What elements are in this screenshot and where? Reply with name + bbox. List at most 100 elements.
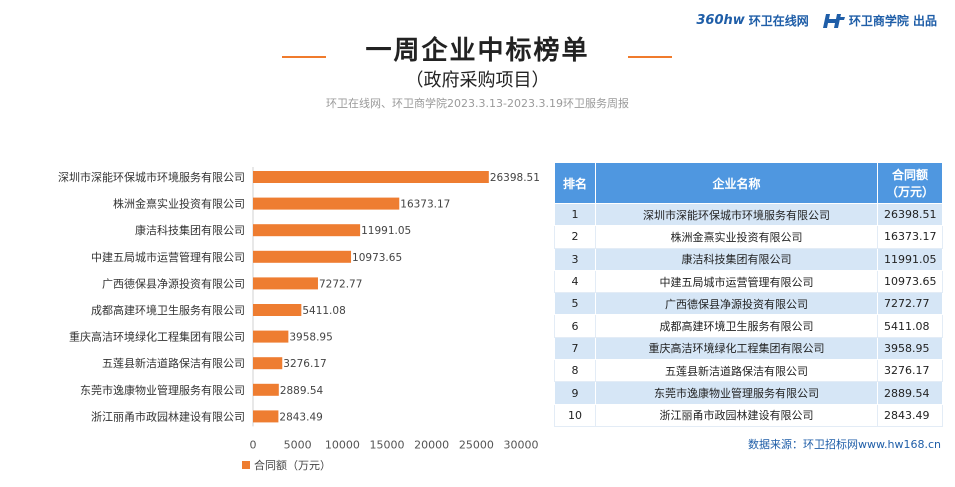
bar-value-label: 26398.51 bbox=[490, 172, 540, 184]
category-label: 成都高建环境卫生服务有限公司 bbox=[91, 303, 245, 317]
page-title: 一周企业中标榜单 bbox=[365, 36, 590, 66]
rank-cell: 4 bbox=[554, 269, 596, 294]
header-logos: 360hw 环卫在线网 环卫商学院 出品 bbox=[696, 12, 937, 29]
company-cell: 深圳市深能环保城市环境服务有限公司 bbox=[595, 202, 878, 227]
title-dash-right bbox=[628, 56, 672, 58]
header-amount-line1: 合同额 bbox=[891, 168, 928, 182]
category-label: 深圳市深能环保城市环境服务有限公司 bbox=[58, 170, 245, 184]
header-company: 企业名称 bbox=[595, 162, 878, 204]
logo-360hw-mark: 360hw bbox=[696, 13, 745, 28]
logo-academy-text: 环卫商学院 出品 bbox=[848, 14, 937, 28]
title-dash-left bbox=[282, 56, 326, 58]
category-label: 东莞市逸康物业管理服务有限公司 bbox=[80, 383, 245, 397]
chart-legend: 合同额（万元） bbox=[242, 457, 331, 473]
header-rank: 排名 bbox=[554, 162, 596, 204]
rank-cell: 6 bbox=[554, 314, 596, 338]
bar-value-label: 3276.17 bbox=[283, 358, 326, 370]
company-cell: 康洁科技集团有限公司 bbox=[595, 247, 878, 271]
bar bbox=[253, 410, 279, 423]
bar-value-label: 16373.17 bbox=[400, 199, 450, 211]
header-amount-line2: （万元） bbox=[885, 185, 934, 199]
category-label: 康洁科技集团有限公司 bbox=[135, 223, 245, 237]
amount-cell: 3958.95 bbox=[877, 336, 943, 361]
bar bbox=[253, 171, 489, 183]
category-label: 株洲金熹实业投资有限公司 bbox=[113, 197, 245, 211]
bar-value-label: 11991.05 bbox=[361, 225, 411, 237]
huanwei-online-logo[interactable]: 360hw 环卫在线网 bbox=[696, 12, 808, 29]
x-tick-label: 0 bbox=[250, 438, 257, 451]
amount-cell: 2843.49 bbox=[877, 403, 943, 427]
header-amount: 合同额 （万元） bbox=[877, 162, 943, 204]
bar bbox=[253, 197, 400, 210]
legend-swatch bbox=[242, 461, 250, 469]
rank-cell: 10 bbox=[554, 403, 596, 427]
rank-cell: 2 bbox=[554, 225, 596, 249]
bar-value-label: 5411.08 bbox=[302, 305, 345, 317]
amount-cell: 11991.05 bbox=[877, 247, 943, 271]
table-row: 6 成都高建环境卫生服务有限公司 5411.08 bbox=[554, 314, 943, 338]
amount-cell: 10973.65 bbox=[877, 269, 943, 294]
rank-cell: 1 bbox=[554, 202, 596, 227]
bar-chart: 深圳市深能环保城市环境服务有限公司 26398.51 株洲金熹实业投资有限公司 163… bbox=[58, 167, 540, 451]
table-row: 7 重庆高洁环境绿化工程集团有限公司 3958.95 bbox=[554, 336, 943, 361]
table-row: 4 中建五局城市运营管理有限公司 10973.65 bbox=[554, 269, 943, 294]
bar-value-label: 3958.95 bbox=[289, 332, 332, 344]
table-row: 8 五莲县新洁道路保洁有限公司 3276.17 bbox=[554, 359, 943, 383]
company-cell: 株洲金熹实业投资有限公司 bbox=[595, 225, 878, 249]
bar bbox=[253, 277, 318, 290]
category-label: 浙江丽甬市政园林建设有限公司 bbox=[91, 409, 245, 423]
data-source-footer: 数据来源：环卫招标网www.hw168.cn bbox=[748, 438, 941, 451]
report-source-line: 环卫在线网、环卫商学院2023.3.13-2023.3.19环卫服务周报 bbox=[326, 97, 629, 110]
company-cell: 中建五局城市运营管理有限公司 bbox=[595, 269, 878, 294]
rank-cell: 8 bbox=[554, 359, 596, 383]
amount-cell: 3276.17 bbox=[877, 359, 943, 383]
amount-cell: 5411.08 bbox=[877, 314, 943, 338]
x-tick-label: 20000 bbox=[414, 438, 449, 451]
bar-value-label: 7272.77 bbox=[319, 278, 362, 290]
category-label: 中建五局城市运营管理有限公司 bbox=[91, 250, 245, 264]
table-row: 5 广西德保县净源投资有限公司 7272.77 bbox=[554, 292, 943, 316]
company-cell: 广西德保县净源投资有限公司 bbox=[595, 292, 878, 316]
table-row: 2 株洲金熹实业投资有限公司 16373.17 bbox=[554, 225, 943, 249]
company-cell: 东莞市逸康物业管理服务有限公司 bbox=[595, 381, 878, 405]
category-label: 重庆高洁环境绿化工程集团有限公司 bbox=[69, 330, 245, 344]
bar bbox=[253, 357, 283, 370]
category-label: 广西德保县净源投资有限公司 bbox=[102, 276, 245, 290]
company-cell: 浙江丽甬市政园林建设有限公司 bbox=[595, 403, 878, 427]
table-row: 9 东莞市逸康物业管理服务有限公司 2889.54 bbox=[554, 381, 943, 405]
table-header-row: 排名 企业名称 合同额 （万元） bbox=[554, 162, 943, 204]
amount-cell: 2889.54 bbox=[877, 381, 943, 405]
company-cell: 成都高建环境卫生服务有限公司 bbox=[595, 314, 878, 338]
rank-cell: 5 bbox=[554, 292, 596, 316]
rank-cell: 3 bbox=[554, 247, 596, 271]
x-tick-label: 15000 bbox=[370, 438, 405, 451]
title-block: 一周企业中标榜单 bbox=[0, 30, 955, 67]
company-cell: 五莲县新洁道路保洁有限公司 bbox=[595, 359, 878, 383]
bar bbox=[253, 383, 279, 396]
bar-value-label: 10973.65 bbox=[352, 252, 402, 264]
bar bbox=[253, 250, 352, 263]
bar-value-label: 2843.49 bbox=[279, 411, 322, 423]
ranking-table: 排名 企业名称 合同额 （万元） 1 深圳市深能环保城市环境服务有限公司 26398… bbox=[554, 162, 943, 427]
rank-cell: 7 bbox=[554, 336, 596, 361]
logo-360hw-text: 环卫在线网 bbox=[748, 14, 809, 28]
bar bbox=[253, 330, 289, 343]
x-tick-label: 30000 bbox=[504, 438, 539, 451]
rank-cell: 9 bbox=[554, 381, 596, 405]
table-row: 1 深圳市深能环保城市环境服务有限公司 26398.51 bbox=[554, 202, 943, 227]
amount-cell: 7272.77 bbox=[877, 292, 943, 316]
amount-cell: 26398.51 bbox=[877, 202, 943, 227]
x-tick-label: 10000 bbox=[325, 438, 360, 451]
x-tick-label: 5000 bbox=[284, 438, 312, 451]
page-subtitle: （政府采购项目） bbox=[405, 70, 550, 91]
amount-cell: 16373.17 bbox=[877, 225, 943, 249]
legend-label: 合同额（万元） bbox=[254, 459, 331, 472]
bar bbox=[253, 224, 361, 237]
huanwei-academy-logo[interactable]: 环卫商学院 出品 bbox=[822, 12, 937, 29]
bar bbox=[253, 304, 302, 316]
table-row: 10 浙江丽甬市政园林建设有限公司 2843.49 bbox=[554, 403, 943, 427]
company-cell: 重庆高洁环境绿化工程集团有限公司 bbox=[595, 336, 878, 361]
table-row: 3 康洁科技集团有限公司 11991.05 bbox=[554, 247, 943, 271]
bar-value-label: 2889.54 bbox=[280, 385, 324, 397]
category-label: 五莲县新洁道路保洁有限公司 bbox=[102, 356, 245, 370]
